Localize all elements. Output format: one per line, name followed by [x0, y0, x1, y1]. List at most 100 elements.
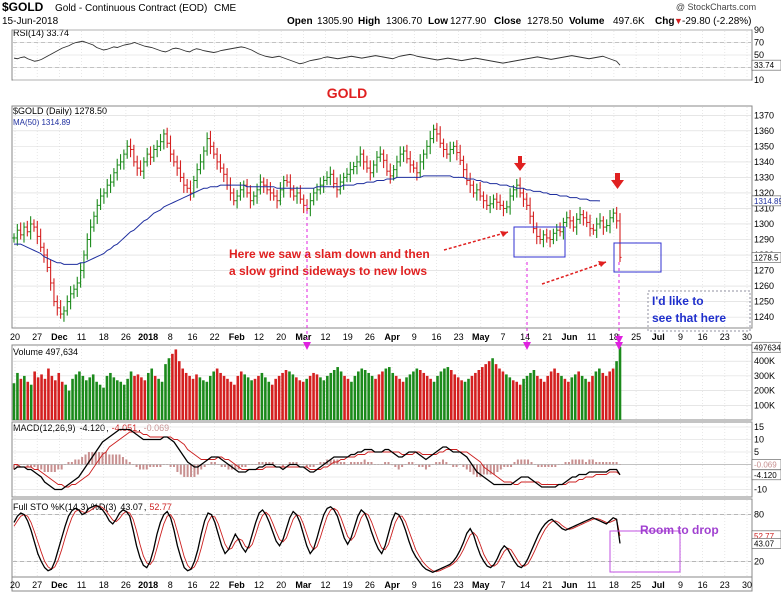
macd-histogram-bar: [547, 464, 550, 467]
volume-bar: [64, 384, 67, 420]
volume-bar: [26, 381, 30, 420]
volume-bar: [109, 372, 112, 420]
macd-histogram-bar: [47, 464, 50, 472]
macd-histogram-bar: [322, 462, 325, 465]
macd-histogram-bar: [186, 464, 189, 477]
volume-bar: [174, 349, 178, 420]
volume-bar: [491, 358, 494, 420]
volume-bar: [264, 377, 267, 420]
arrow-to-target: [541, 261, 607, 285]
volume-bar: [40, 374, 43, 420]
volume-current-badge-label: 497634: [754, 343, 781, 352]
volume-bar: [160, 381, 164, 420]
volume-bar: [215, 368, 219, 420]
x-tick-label: 20: [276, 332, 286, 342]
x-tick-label: Jun: [562, 332, 578, 342]
low-value: 1277.90: [450, 16, 487, 27]
volume-bar: [57, 372, 61, 420]
volume-bar: [443, 368, 446, 420]
macd-histogram-bar: [472, 464, 475, 475]
x-tick-label-bottom: 20: [10, 580, 20, 590]
macd-histogram-bar: [179, 464, 182, 475]
volume-bar: [474, 372, 477, 420]
volume-bar: [233, 384, 236, 420]
volume-bar: [415, 368, 419, 420]
volume-bar: [388, 367, 391, 420]
volume-bar: [88, 377, 92, 420]
x-axis-band: [11, 576, 753, 592]
macd-histogram-bar: [387, 462, 390, 465]
x-tick-label-bottom: 18: [99, 580, 109, 590]
like-note-line1: I'd like to: [652, 294, 704, 308]
macd-histogram-bar: [43, 464, 46, 472]
macd-histogram-bar: [169, 464, 172, 467]
volume-bar: [222, 375, 226, 420]
macd-histogram-bar: [77, 459, 80, 465]
volume-bar: [604, 375, 608, 420]
macd-histogram-bar: [104, 452, 107, 465]
volume-bar: [288, 371, 291, 420]
macd-histogram-bar: [540, 464, 543, 467]
room-note: Room to drop: [640, 523, 719, 537]
x-tick-label-bottom: May: [472, 580, 490, 590]
x-tick-label: 12: [321, 332, 331, 342]
macd-histogram-bar: [224, 464, 227, 467]
volume-bar: [71, 378, 74, 420]
x-tick-label: 26: [365, 332, 375, 342]
volume-bar: [184, 372, 188, 420]
macd-line: [13, 428, 621, 491]
volume-bar: [463, 381, 467, 420]
watermark: @ StockCharts.com: [676, 2, 756, 12]
macd-histogram-bar: [363, 459, 366, 465]
macd-histogram-bar: [496, 464, 499, 472]
macd-tick-label: 10: [754, 435, 764, 445]
x-tick-label: 8: [168, 332, 173, 342]
x-tick-label: Jul: [652, 332, 665, 342]
close-label: Close: [494, 16, 522, 27]
macd-histogram-bar: [81, 457, 84, 465]
macd-legend: MACD(12,26,9) -4.120, -4.051, -0.069: [13, 423, 169, 433]
volume-bar: [74, 374, 78, 420]
macd-histogram-bar: [479, 464, 482, 477]
volume-bar: [29, 384, 33, 420]
x-tick-label: 7: [500, 332, 505, 342]
close-value: 1278.50: [527, 16, 564, 27]
price-tick-label: 1370: [754, 110, 774, 120]
volume-bar: [191, 378, 195, 420]
macd-histogram-bar: [591, 459, 594, 465]
open-value: 1305.90: [317, 16, 354, 27]
macd-histogram-bar: [159, 464, 162, 467]
macd-histogram-bar: [281, 464, 284, 467]
volume-bar: [615, 361, 618, 420]
panel-legends: RSI(14) 33.74 $GOLD (Daily) 1278.50 MA(5…: [13, 28, 172, 512]
macd-histogram-bar: [295, 462, 298, 465]
price-legend: $GOLD (Daily) 1278.50: [13, 106, 107, 116]
macd-histogram-bar: [441, 459, 444, 465]
macd-histogram-bar: [98, 452, 101, 465]
volume-bar: [146, 372, 150, 420]
volume-bar: [436, 375, 439, 420]
macd-histogram-bar: [138, 464, 141, 470]
x-tick-label: 23: [720, 332, 730, 342]
macd-histogram-bar: [401, 464, 404, 467]
macd-histogram-bar: [571, 459, 574, 465]
macd-current-badge: [751, 469, 781, 481]
macd-legend-prefix: MACD(12,26,9): [13, 423, 76, 433]
stoch-d-legend-value: 52.77: [149, 502, 172, 512]
volume-bar: [319, 377, 322, 420]
x-tick-label-bottom: 22: [210, 580, 220, 590]
ma-current-badge-label: 1314.89: [754, 197, 781, 206]
volume-bar: [243, 374, 246, 420]
macd-histogram-bar: [499, 464, 502, 470]
volume-bar: [532, 370, 536, 420]
volume-bar: [133, 375, 136, 420]
volume-bar: [484, 364, 488, 420]
volume-bar: [432, 381, 436, 420]
price-tick-label: 1310: [754, 203, 774, 213]
x-tick-label-bottom: 26: [365, 580, 375, 590]
slam-note-line1: Here we saw a slam down and then: [229, 247, 430, 261]
macd-histogram-bar: [142, 464, 145, 470]
volume-bar: [95, 381, 98, 420]
volume-bar: [78, 371, 81, 420]
macd-histogram-bar: [421, 464, 424, 467]
